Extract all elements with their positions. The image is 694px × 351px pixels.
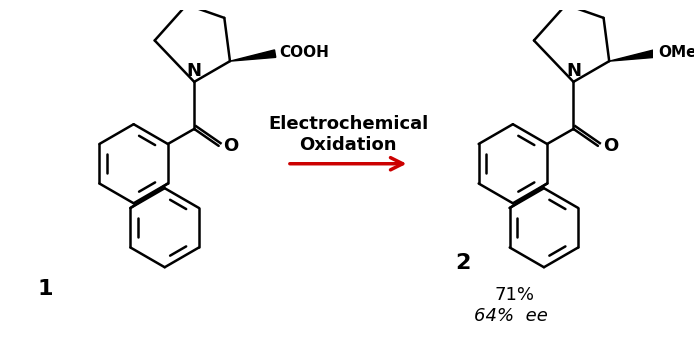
Text: N: N	[566, 62, 581, 80]
Polygon shape	[609, 50, 655, 61]
Text: O: O	[602, 137, 618, 155]
Text: OMe: OMe	[658, 45, 694, 60]
Text: Electrochemical: Electrochemical	[268, 115, 428, 133]
Text: COOH: COOH	[279, 45, 329, 60]
Text: 71%: 71%	[495, 286, 535, 304]
Text: N: N	[187, 62, 202, 80]
Text: O: O	[223, 137, 239, 155]
Text: 2: 2	[455, 253, 471, 273]
Text: Oxidation: Oxidation	[299, 136, 397, 154]
Polygon shape	[230, 50, 276, 61]
Text: 1: 1	[37, 279, 53, 299]
Text: 64%  ee: 64% ee	[474, 307, 548, 325]
